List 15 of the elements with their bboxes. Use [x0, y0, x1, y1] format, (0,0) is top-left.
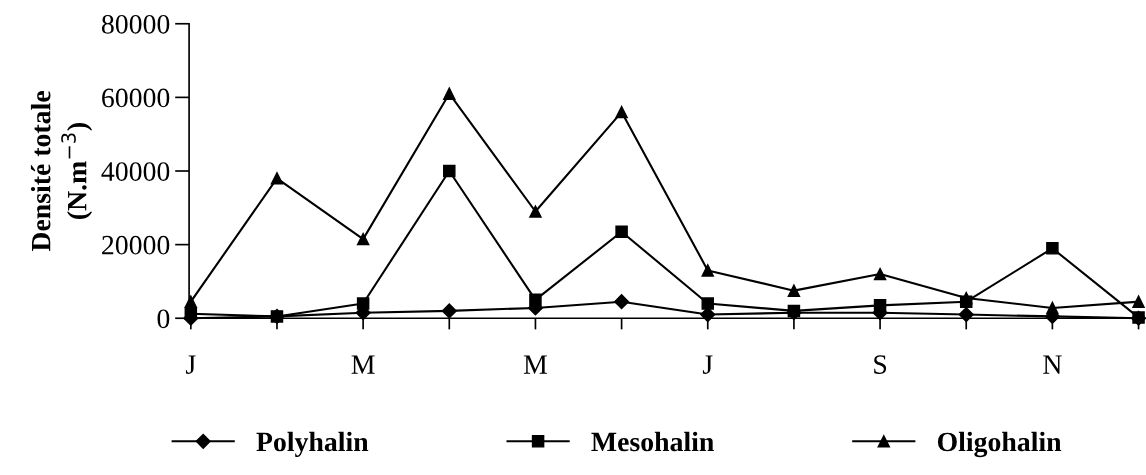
x-tick-label: S [874, 355, 887, 374]
y-tick-label: 0 [157, 309, 170, 329]
x-tick-label: J [702, 355, 713, 374]
x-tick-label: M [523, 355, 547, 374]
x-tick-label: M [351, 355, 375, 374]
y-tick-label: 20000 [102, 235, 170, 255]
y-tick-label: 60000 [102, 88, 170, 108]
legend-label: Mesohalin [591, 431, 714, 452]
x-tick-label: N [1043, 355, 1062, 374]
legend-label: Polyhalin [256, 431, 369, 458]
y-axis-title: Densité totale (N.m$^{−3}$) [30, 91, 93, 252]
y-tick-label: 40000 [101, 162, 170, 181]
x-tick-label: J [185, 355, 196, 374]
y-tick-label: 80000 [101, 14, 170, 34]
legend-label: Oligohalin [937, 431, 1062, 458]
